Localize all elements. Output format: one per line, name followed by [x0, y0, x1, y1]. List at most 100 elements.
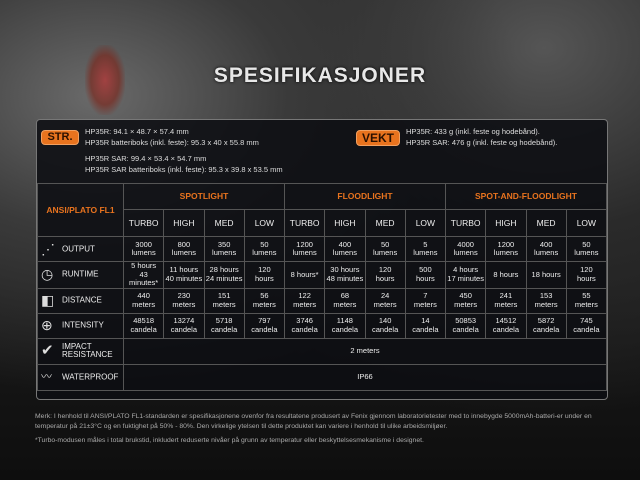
- cell-value: 230: [177, 291, 191, 300]
- standard-label: ANSI/PLATO FL1: [37, 183, 124, 237]
- table-cell: 14512 candela: [485, 312, 527, 339]
- mode-header: HIGH: [485, 209, 527, 237]
- cell-unit: hours: [576, 273, 596, 283]
- row-label: ◧ DISTANCE: [37, 287, 124, 314]
- weight-badge: VEKT: [356, 130, 400, 146]
- table-cell: 5872 candela: [525, 312, 567, 339]
- table-cell: 7 meters: [404, 287, 447, 314]
- cell-value: 56: [260, 291, 269, 300]
- mode-header: TURBO: [283, 209, 326, 237]
- table-cell: 68 meters: [324, 287, 366, 314]
- cell-value: 140: [378, 316, 392, 325]
- cell-value: 8 hours*: [290, 269, 319, 279]
- size-line: HP35R batteriboks (inkl. feste): 95.3 x …: [85, 138, 259, 147]
- table-cell: 241 meters: [485, 287, 527, 314]
- cell-unit: lumens: [453, 248, 478, 257]
- cell-value: 5872: [537, 316, 555, 325]
- size-line: HP35R SAR batteriboks (inkl. feste): 95.…: [85, 165, 283, 174]
- cell-unit: lumens: [332, 248, 357, 257]
- cell-unit: lumens: [212, 248, 237, 257]
- cell-value: 153: [539, 291, 553, 300]
- cell-value: 745: [580, 316, 593, 325]
- table-cell: 8 hours*: [283, 261, 326, 289]
- cell-unit: candela: [371, 324, 399, 334]
- waterproof-label-text: WATERPROOF: [62, 371, 119, 381]
- cell-value: 30 hours: [330, 265, 360, 275]
- waterproof-value: IP66: [123, 363, 607, 391]
- cell-value: 1200: [296, 239, 313, 249]
- cell-unit: meters: [293, 299, 317, 309]
- table-cell: 28 hours 24 minutes: [203, 261, 245, 289]
- impact-label-line2: RESISTANCE: [62, 350, 113, 359]
- impact-value: 2 meters: [123, 337, 607, 365]
- cell-value: 28 hours: [209, 265, 239, 275]
- cell-value: 24: [380, 291, 390, 300]
- table-cell: 153 meters: [525, 287, 567, 314]
- cell-unit: meters: [574, 299, 598, 309]
- table-cell: 1200 lumens: [485, 236, 527, 262]
- cell-unit: meters: [454, 299, 478, 309]
- row-label-text: INTENSITY: [62, 320, 104, 330]
- cell-value: 350: [217, 239, 231, 249]
- table-cell: 50 lumens: [565, 236, 608, 262]
- cell-unit: meters: [172, 299, 196, 309]
- cell-unit: lumens: [413, 248, 438, 257]
- table-cell: 50853 candela: [444, 312, 487, 339]
- cell-value: 400: [539, 239, 553, 249]
- cell-unit: candela: [291, 324, 318, 334]
- table-cell: 5 lumens: [404, 236, 447, 262]
- cell-unit: hours: [254, 273, 274, 283]
- cell-unit: meters: [132, 299, 156, 309]
- beam-distance-icon: ◧: [41, 292, 55, 309]
- table-cell: 48518 candela: [122, 312, 165, 339]
- size-line: HP35R: 94.1 × 48.7 × 57.4 mm: [85, 127, 189, 136]
- cell-unit: candela: [251, 324, 278, 334]
- cell-unit: lumens: [171, 248, 196, 257]
- cell-unit: lumens: [534, 248, 559, 257]
- cell-value: 3746: [296, 316, 313, 325]
- cell-value: 8 hours: [493, 269, 519, 279]
- table-cell: 350 lumens: [203, 236, 245, 262]
- cell-value: 120: [580, 265, 593, 275]
- cell-value: 11 hours: [169, 265, 199, 275]
- cell-value: 4 hours: [453, 265, 479, 275]
- cell-unit: candela: [492, 324, 520, 334]
- table-cell: 24 meters: [364, 287, 406, 314]
- table-row: ◷ RUNTIME 5 hours 43 minutes* 11 hours 40 min…: [37, 261, 608, 289]
- cell-value: 5 hours: [131, 261, 157, 270]
- cell-value: 68: [340, 291, 350, 300]
- row-label: ◷ RUNTIME: [37, 261, 124, 289]
- cell-unit: 40 minutes: [165, 273, 203, 283]
- row-label-text: DISTANCE: [62, 295, 102, 305]
- mode-header: TURBO: [122, 209, 165, 237]
- cell-value: 7: [423, 291, 428, 300]
- mode-header: MED: [364, 209, 406, 237]
- table-cell: 55 meters: [565, 287, 608, 314]
- page-title: SPESIFIKASJONER: [213, 64, 427, 87]
- note-text: Merk: I henhold til ANSI/PLATO FL1-stand…: [35, 413, 592, 430]
- table-cell: 450 meters: [444, 287, 487, 314]
- cell-unit: candela: [210, 324, 238, 334]
- size-line: HP35R SAR: 99.4 × 53.4 × 54.7 mm: [85, 154, 207, 163]
- group-header: FLOODLIGHT: [284, 183, 446, 210]
- cell-value: 5: [423, 239, 428, 249]
- cell-value: 18 hours: [531, 269, 561, 279]
- spec-table: ANSI/PLATO FL1 SPOTLIGHT FLOODLIGHT SPOT…: [37, 183, 608, 391]
- cell-unit: lumens: [574, 248, 599, 257]
- table-cell: 4000 lumens: [444, 236, 487, 262]
- cell-unit: candela: [331, 324, 359, 334]
- table-cell: 122 meters: [283, 287, 326, 314]
- table-cell: 230 meters: [163, 287, 205, 314]
- cell-value: 1200: [497, 239, 515, 249]
- output-icon: ⋰: [41, 240, 55, 257]
- row-label: ⊕ INTENSITY: [37, 312, 124, 339]
- cell-unit: candela: [130, 324, 157, 334]
- group-header: SPOTLIGHT: [123, 183, 285, 210]
- cell-unit: 24 minutes: [205, 273, 243, 283]
- cell-value: 13274: [173, 316, 195, 325]
- waterproof-label: 〰 WATERPROOF: [37, 363, 124, 391]
- weight-line: HP35R SAR: 476 g (inkl. feste og hodebån…: [406, 138, 558, 147]
- table-cell: 151 meters: [203, 287, 245, 314]
- cell-unit: lumens: [373, 248, 398, 257]
- table-cell: 800 lumens: [163, 236, 205, 262]
